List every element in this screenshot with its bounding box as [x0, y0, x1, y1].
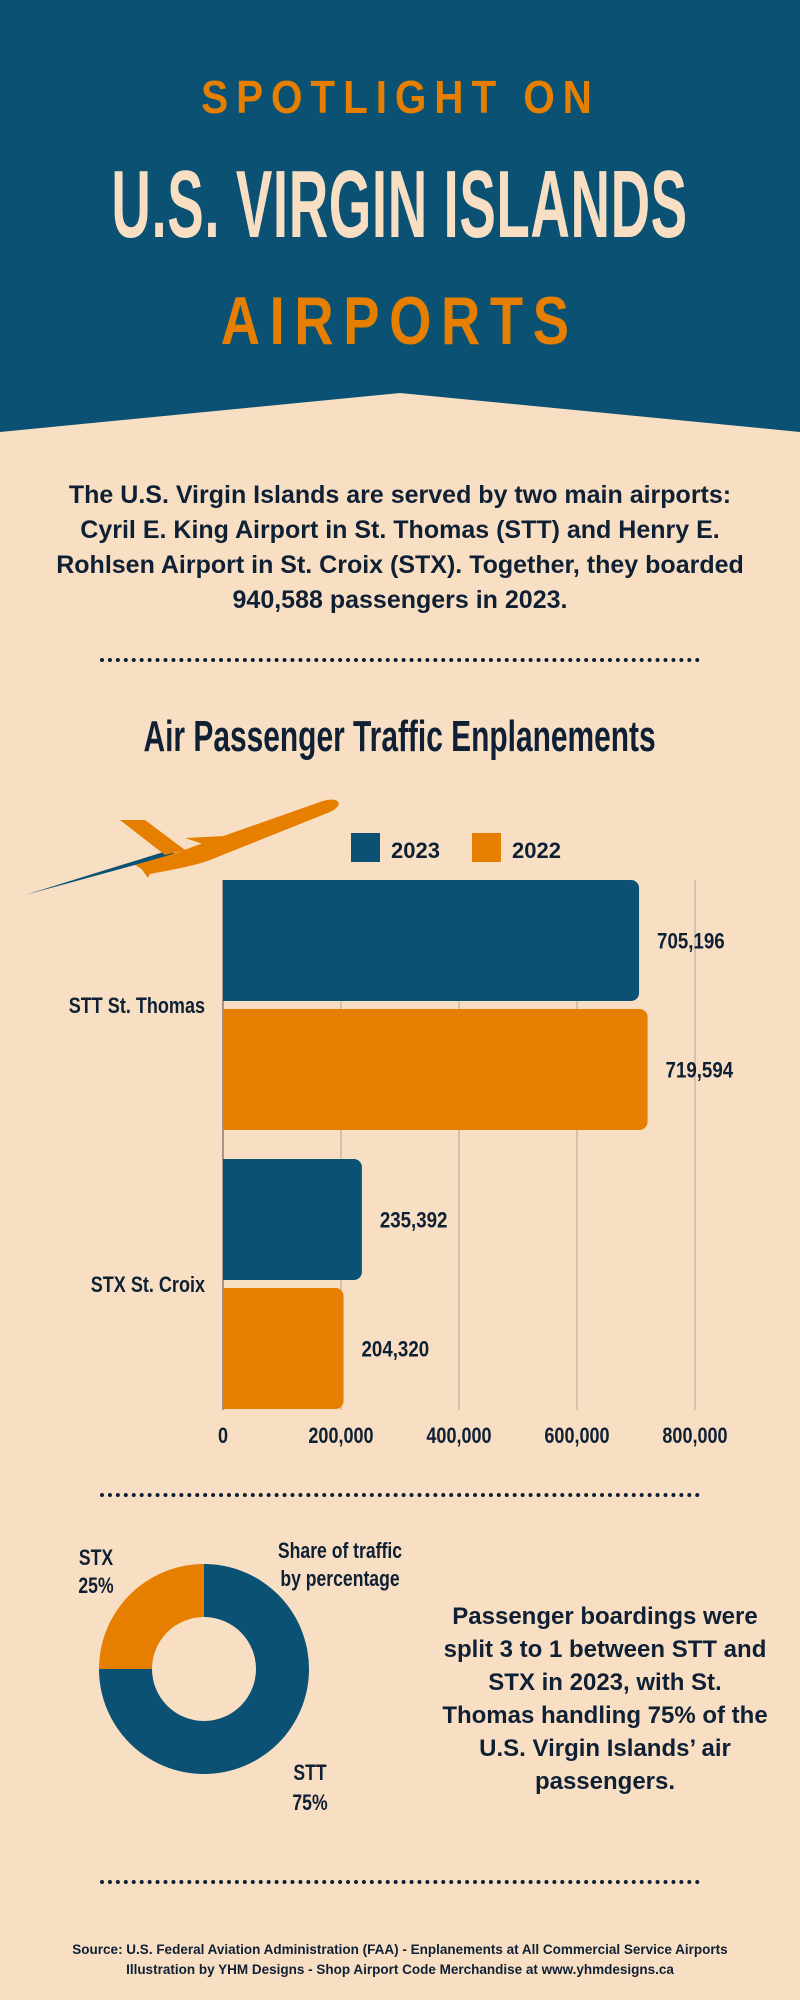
x-tick-label: 0 — [218, 1424, 228, 1448]
credit-line: Illustration by YHM Designs - Shop Airpo… — [126, 1962, 674, 1977]
data-label: 204,320 — [362, 1338, 430, 1362]
intro-text: The U.S. Virgin Islands are served by tw… — [56, 481, 744, 614]
x-tick-label: 200,000 — [308, 1424, 373, 1448]
donut-title: Share of traffic — [278, 1540, 402, 1564]
donut-slice — [99, 1564, 309, 1774]
x-tick-label: 400,000 — [426, 1424, 491, 1448]
slice-label: STT — [293, 1761, 326, 1785]
donut-title: by percentage — [280, 1567, 399, 1591]
header-banner — [0, 0, 800, 432]
legend-swatch — [472, 833, 501, 862]
bar — [223, 880, 640, 1001]
legend-label: 2022 — [512, 838, 561, 863]
header-kicker-row: SPOTLIGHT ON — [0, 70, 800, 124]
donut-chart: STX 25% STT 75% Share of traffic by percentag… — [78, 1540, 402, 1816]
legend-swatch — [351, 833, 380, 862]
donut-slice — [99, 1564, 204, 1669]
slice-label: STX — [79, 1546, 114, 1570]
bar — [223, 1288, 344, 1409]
divider — [100, 658, 700, 662]
page-title: U.S. VIRGIN ISLANDS — [111, 151, 689, 258]
header-subtitle: AIRPORTS — [221, 283, 579, 359]
data-label: 235,392 — [380, 1209, 448, 1233]
chart-title-row: Air Passenger Traffic Enplanements — [0, 712, 800, 762]
header-kicker: SPOTLIGHT ON — [200, 71, 600, 123]
bar-chart: 0 200,000 400,000 600,000 800,000 2023 2022 705… — [69, 833, 734, 1448]
source-note: Source: U.S. Federal Aviation Administra… — [0, 1940, 800, 1980]
category-label: STX St. Croix — [91, 1273, 206, 1297]
page-title-row: U.S. VIRGIN ISLANDS — [0, 150, 800, 260]
category-label: STT St. Thomas — [69, 994, 205, 1018]
bar — [223, 1159, 362, 1280]
data-label: 719,594 — [666, 1059, 734, 1083]
data-label: 705,196 — [657, 930, 725, 954]
divider — [100, 1493, 700, 1497]
legend-label: 2023 — [391, 838, 440, 863]
x-tick-label: 800,000 — [662, 1424, 727, 1448]
x-tick-label: 600,000 — [544, 1424, 609, 1448]
divider — [100, 1880, 700, 1884]
bar — [222, 1009, 648, 1130]
airplane-icon — [25, 799, 339, 895]
chart-title: Air Passenger Traffic Enplanements — [143, 712, 657, 761]
slice-percent: 25% — [78, 1574, 113, 1598]
summary-text: Passenger boardings were split 3 to 1 be… — [442, 1603, 768, 1795]
source-line: Source: U.S. Federal Aviation Administra… — [72, 1942, 728, 1957]
header-subtitle-row: AIRPORTS — [0, 282, 800, 360]
slice-percent: 75% — [292, 1791, 327, 1815]
